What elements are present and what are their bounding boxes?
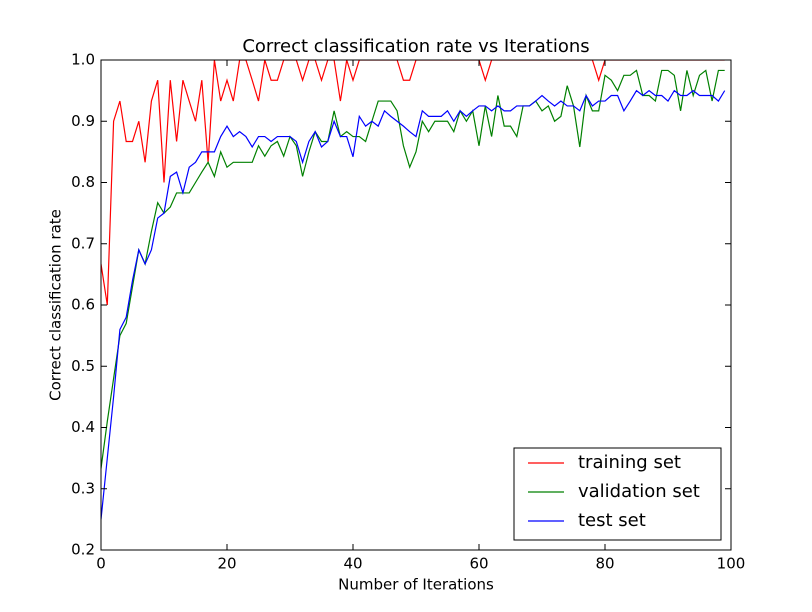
legend-label: training set (578, 452, 681, 473)
x-tick-label: 20 (217, 555, 236, 573)
y-tick-label: 0.2 (71, 541, 95, 559)
y-axis-label: Correct classification rate (47, 209, 65, 401)
x-tick-label: 60 (469, 555, 488, 573)
y-tick-label: 0.9 (71, 112, 95, 130)
series-line (101, 69, 725, 469)
x-axis-label: Number of Iterations (338, 576, 494, 594)
x-tick-label: 80 (595, 555, 614, 573)
series-line (101, 89, 726, 520)
x-tick-label: 0 (96, 555, 106, 573)
x-tick-label: 40 (343, 555, 362, 573)
x-tick-label: 100 (717, 555, 746, 573)
y-tick-label: 0.6 (71, 296, 95, 314)
y-tick-label: 0.8 (71, 173, 95, 191)
y-tick-label: 0.4 (71, 418, 95, 436)
legend-label: test set (578, 510, 646, 531)
y-tick-label: 1.0 (71, 51, 95, 69)
chart-title: Correct classification rate vs Iteration… (242, 36, 589, 57)
plot-lines (101, 60, 726, 520)
y-tick-label: 0.7 (71, 234, 95, 252)
legend-label: validation set (578, 481, 700, 502)
series-line (101, 60, 725, 306)
y-tick-label: 0.5 (71, 357, 95, 375)
y-tick-label: 0.3 (71, 479, 95, 497)
